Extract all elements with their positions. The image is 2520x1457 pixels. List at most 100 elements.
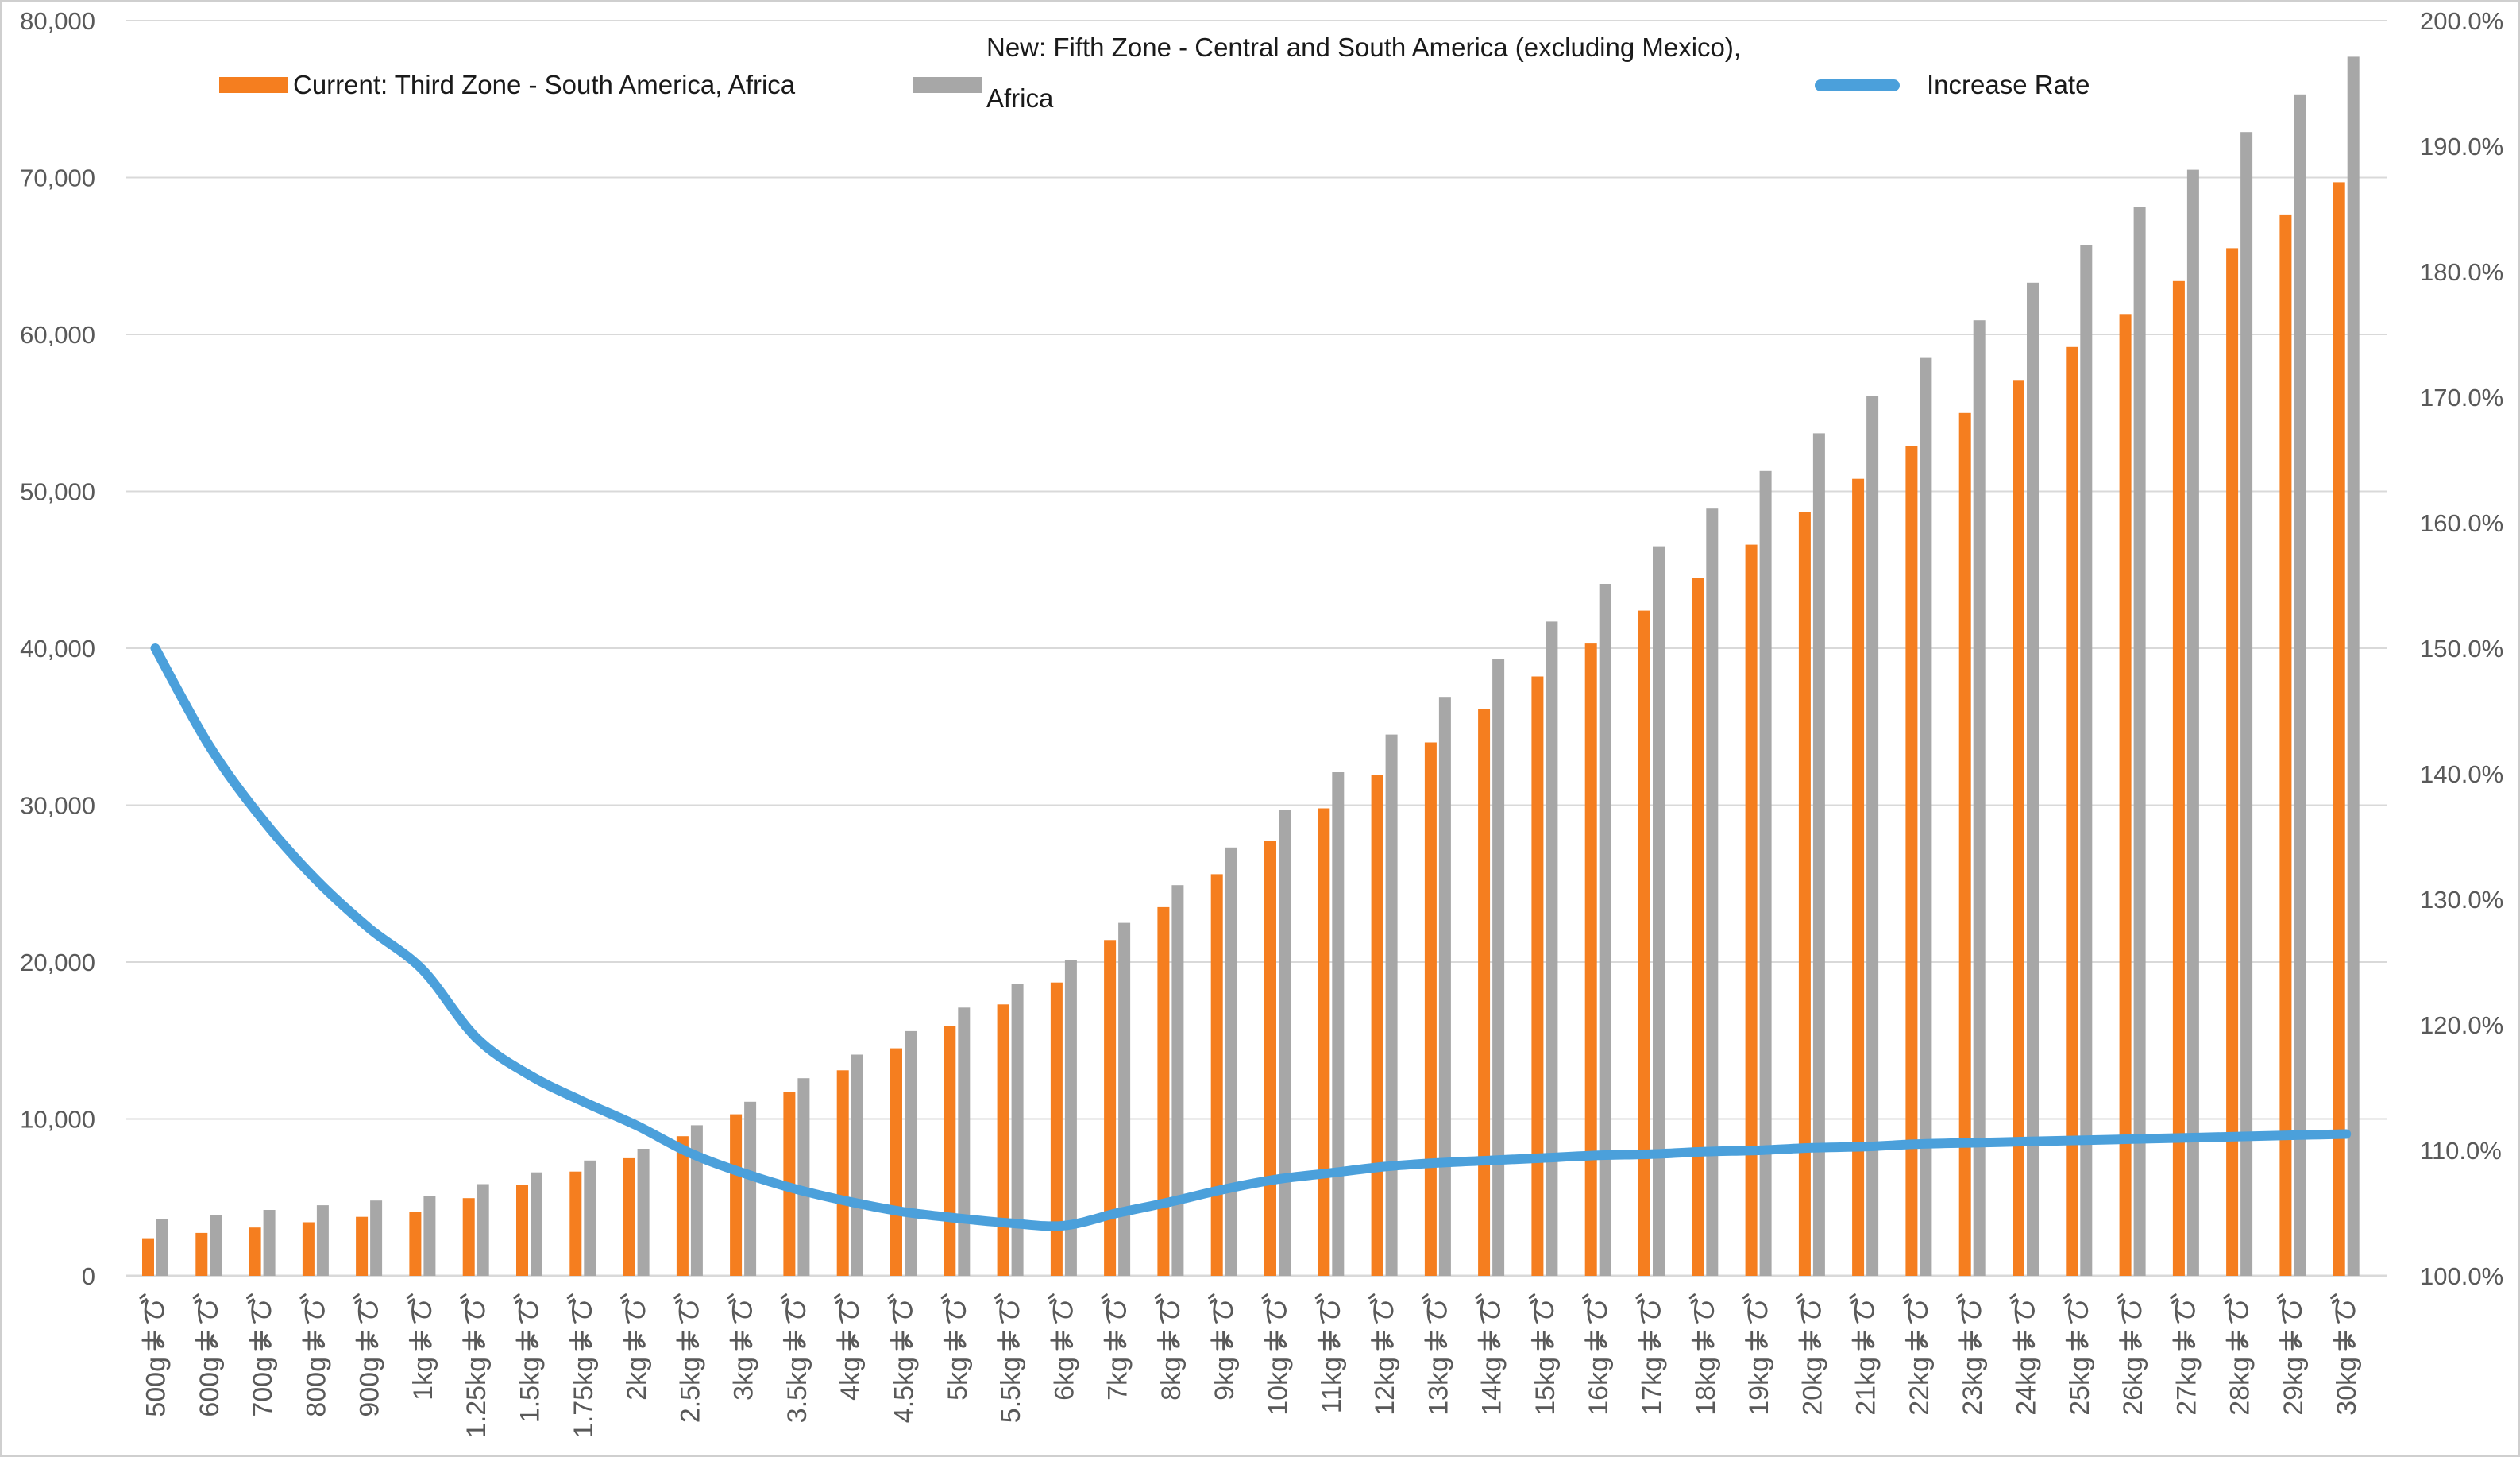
x-axis-label-27: 16kg [1582,1293,1614,1416]
kana-ma-glyph [997,1330,1020,1351]
x-axis-label-text-35: 24kg [2012,1357,2042,1416]
x-axis-label-text-5: 1kg [408,1357,438,1401]
x-axis-label-36: 25kg [2063,1293,2095,1416]
x-axis-label-31: 20kg [1796,1293,1827,1416]
x-axis-label-text-19: 8kg [1156,1357,1187,1401]
legend-swatch-new [913,77,982,93]
bar-current-9 [623,1157,635,1276]
x-axis-label-text-11: 3kg [729,1357,759,1401]
bar-current-13 [836,1070,849,1276]
x-axis-label-38: 27kg [2170,1293,2202,1416]
bar-new-8 [584,1160,596,1276]
kana-ma-glyph [1210,1330,1233,1351]
right-axis-tick-1: 190.0% [2420,133,2503,160]
right-axis-tick-7: 130.0% [2420,886,2503,914]
bar-current-19 [1157,906,1170,1276]
kana-ma-glyph [515,1330,539,1351]
bar-current-38 [2172,280,2185,1276]
x-axis-label-text-36: 25kg [2065,1357,2095,1416]
kana-de-glyph [1314,1293,1341,1324]
x-axis-label-1: 600g [192,1293,225,1417]
kana-ma-glyph [195,1330,218,1351]
x-axis-label-text-15: 5kg [943,1357,973,1401]
x-axis-label-33: 22kg [1902,1293,1935,1416]
kana-de-glyph [1902,1293,1928,1324]
bar-current-29 [1692,578,1704,1276]
kana-de-glyph [513,1293,538,1324]
bar-new-4 [370,1200,383,1276]
left-axis-tick-8: 0 [82,1262,95,1290]
kana-de-glyph [1742,1293,1768,1324]
legend-label-current: Current: Third Zone - South America, Afr… [293,70,796,99]
kana-ma-glyph [1050,1330,1074,1351]
x-axis-label-text-28: 17kg [1638,1357,1668,1416]
bar-current-6 [462,1198,475,1276]
increase-rate-line [150,643,2352,1231]
x-axis-label-2: 700g [246,1293,278,1417]
kana-de-glyph [566,1293,592,1324]
legend-label-new: New: Fifth Zone - Central and South Amer… [986,33,1742,113]
kana-ma-glyph [2119,1330,2142,1351]
legend-swatch-current [219,77,288,93]
bar-current-3 [302,1222,315,1276]
x-axis-label-13: 4kg [834,1293,866,1401]
kana-ma-glyph [1317,1330,1341,1351]
kana-de-glyph [887,1293,913,1324]
right-axis-tick-6: 140.0% [2420,760,2503,788]
kana-ma-glyph [1424,1330,1448,1351]
bar-new-13 [851,1054,863,1276]
kana-de-glyph [139,1293,164,1324]
bar-new-40 [2294,94,2306,1276]
right-axis-tick-9: 110.0% [2420,1137,2502,1165]
kana-ma-glyph [890,1330,913,1351]
bar-new-31 [1812,433,1825,1276]
bar-current-31 [1798,512,1811,1276]
x-axis-label-30: 19kg [1742,1293,1774,1416]
x-axis-label-text-20: 9kg [1210,1357,1240,1401]
kana-de-glyph [1796,1293,1821,1324]
x-axis-label-text-2: 700g [248,1357,278,1417]
right-axis-tick-8: 120.0% [2420,1011,2503,1039]
kana-ma-glyph [782,1330,806,1351]
bar-new-0 [156,1219,168,1276]
x-axis-label-text-25: 14kg [1477,1357,1507,1416]
kana-ma-glyph [1904,1330,1928,1351]
x-axis-label-text-32: 21kg [1851,1357,1881,1416]
kana-de-glyph [673,1293,699,1324]
x-axis-label-text-6: 1.25kg [461,1357,492,1438]
bar-new-24 [1438,697,1451,1276]
kana-de-glyph [1635,1293,1661,1324]
bar-current-4 [356,1216,369,1276]
kana-ma-glyph [302,1330,326,1351]
x-axis-label-text-1: 600g [195,1357,225,1417]
bar-current-8 [569,1171,582,1276]
kana-ma-glyph [1745,1330,1768,1351]
x-axis-label-19: 8kg [1154,1293,1187,1401]
kana-de-glyph [353,1293,379,1324]
x-axis-label-21: 10kg [1261,1293,1294,1416]
bar-new-17 [1064,960,1077,1276]
bar-new-34 [1973,320,1986,1277]
kana-ma-glyph [2172,1330,2196,1351]
bar-new-29 [1706,508,1719,1276]
bar-current-2 [249,1227,261,1276]
x-axis-label-text-38: 27kg [2171,1357,2202,1416]
x-axis-label-11: 3kg [727,1293,759,1401]
x-axis-label-text-37: 26kg [2118,1357,2148,1416]
x-axis-label-text-12: 3.5kg [782,1357,812,1423]
kana-ma-glyph [569,1330,592,1351]
kana-ma-glyph [1477,1330,1501,1351]
bar-current-32 [1852,478,1865,1276]
x-axis-label-28: 17kg [1635,1293,1668,1416]
x-axis-label-39: 28kg [2223,1293,2256,1416]
left-axis-tick-6: 20,000 [20,949,95,976]
bar-new-35 [2027,282,2039,1276]
x-axis-label-text-4: 900g [355,1357,385,1417]
kana-de-glyph [1475,1293,1501,1324]
bar-new-23 [1385,734,1398,1276]
right-axis-tick-0: 200.0% [2420,7,2503,35]
kana-de-glyph [940,1293,967,1324]
kana-de-glyph [994,1293,1020,1324]
bar-new-7 [531,1172,542,1276]
